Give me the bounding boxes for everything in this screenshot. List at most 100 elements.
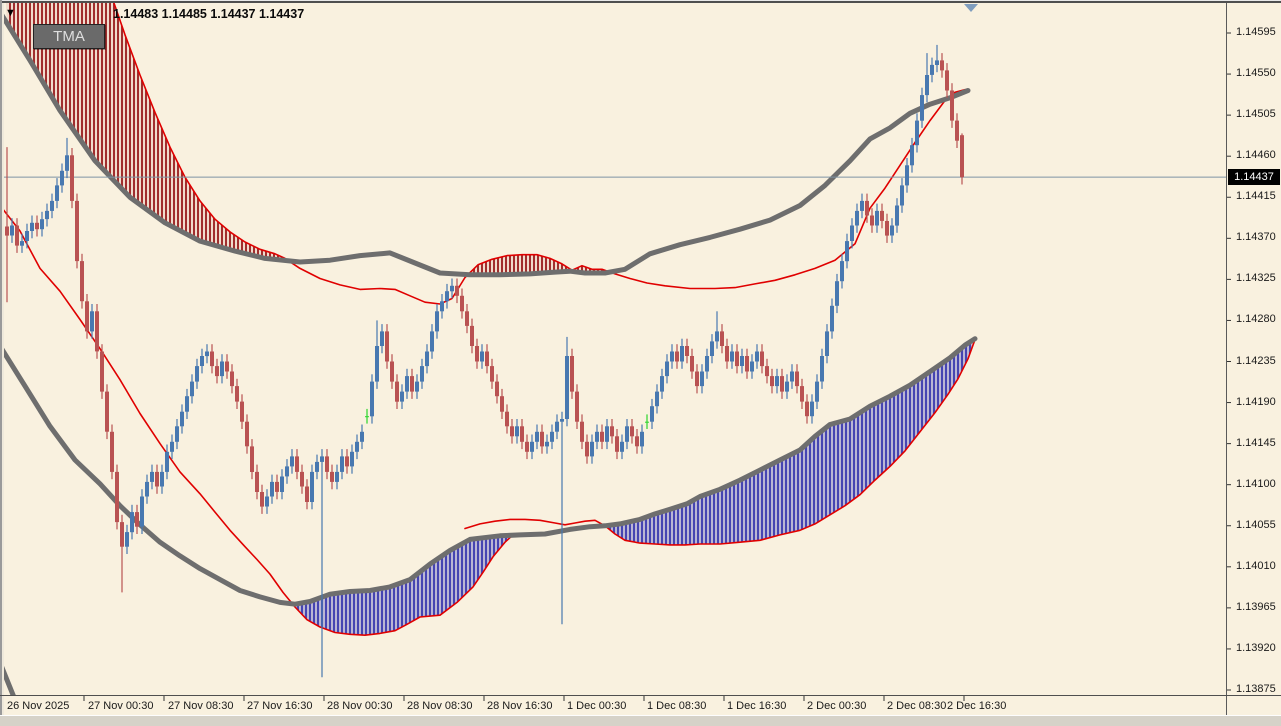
tma-indicator-button[interactable]: TMA — [33, 24, 105, 49]
candle-body — [15, 225, 19, 246]
candle-body — [430, 331, 434, 352]
candle-body — [210, 351, 214, 367]
candle-body — [600, 431, 604, 442]
candle-body — [205, 351, 209, 357]
price-axis-label: 1.14235 — [1236, 354, 1276, 367]
candle-body — [445, 291, 449, 302]
price-axis-separator — [1226, 3, 1227, 716]
candle-body — [470, 325, 474, 346]
candle-body — [780, 376, 784, 392]
candle-body — [650, 406, 654, 422]
candle-body — [290, 456, 294, 467]
candle-body — [755, 351, 759, 362]
chart-dropdown-icon[interactable]: ▼ — [5, 7, 16, 19]
candle-body — [800, 386, 804, 402]
candle-body — [765, 366, 769, 377]
candle-body — [60, 170, 64, 186]
candle-body — [485, 351, 489, 367]
price-axis-label: 1.14100 — [1236, 477, 1276, 490]
candle-body — [135, 512, 139, 527]
candle-body — [915, 120, 919, 146]
candle-body — [835, 281, 839, 306]
candle-body — [260, 492, 264, 507]
candle-body — [340, 456, 344, 472]
price-axis-panel[interactable] — [1227, 3, 1281, 695]
candle-body — [530, 441, 534, 452]
candle-body — [75, 200, 79, 262]
candle-body — [320, 456, 324, 462]
indicator-line-red_upper — [113, 3, 966, 305]
chart-shift-marker-icon[interactable] — [964, 4, 978, 12]
current-price-badge: 1.14437 — [1228, 169, 1280, 186]
candle-body — [250, 446, 254, 472]
candle-body — [945, 70, 949, 91]
candle-body — [890, 225, 894, 236]
candle-body — [745, 356, 749, 372]
candle-body — [65, 155, 69, 171]
time-axis-label: 27 Nov 00:30 — [88, 700, 154, 712]
candle-body — [680, 346, 684, 362]
candle-body — [400, 391, 404, 402]
candle-body — [150, 471, 154, 482]
price-axis-label: 1.14415 — [1236, 190, 1276, 203]
candle-body — [50, 200, 54, 211]
indicator-line-red_lower_a — [4, 209, 513, 637]
candle-body — [125, 532, 129, 547]
plot-bottom-border — [0, 695, 1281, 696]
candle-body — [605, 426, 609, 442]
candle-body — [505, 411, 509, 427]
candle-body — [195, 366, 199, 382]
price-axis-label: 1.14145 — [1236, 436, 1276, 449]
candle-body — [560, 419, 564, 422]
candle-body — [330, 471, 334, 482]
time-axis-label: 28 Nov 00:30 — [327, 700, 393, 712]
candle-body — [55, 185, 59, 201]
candle-body — [245, 421, 249, 447]
candle-body — [570, 356, 574, 392]
candle-body — [155, 471, 159, 487]
candle-body — [910, 145, 914, 166]
candle-body — [510, 426, 514, 437]
candle-body — [170, 441, 174, 452]
price-axis-label: 1.14460 — [1236, 149, 1276, 162]
time-axis-label: 28 Nov 16:30 — [487, 700, 553, 712]
candle-body — [620, 441, 624, 452]
candle-body — [325, 456, 329, 472]
candle-body — [450, 285, 454, 292]
candle-body — [70, 155, 74, 201]
candle-body — [105, 391, 109, 432]
time-axis-label: 27 Nov 16:30 — [247, 700, 313, 712]
candle-body — [735, 351, 739, 367]
candle-body — [815, 381, 819, 402]
candle-body — [545, 441, 549, 447]
candle-body — [495, 381, 499, 397]
candle-body — [165, 451, 169, 472]
candle-body — [420, 366, 424, 382]
candle-body — [315, 461, 319, 472]
price-axis-label: 1.14505 — [1236, 108, 1276, 121]
candle-body — [5, 226, 9, 236]
candle-body — [960, 135, 964, 178]
time-axis-panel[interactable] — [4, 696, 1281, 715]
candle-body — [590, 441, 594, 457]
candle-body — [30, 222, 34, 231]
candle-body — [175, 426, 179, 442]
time-axis-labels: 26 Nov 2025 27 Nov 00:30 27 Nov 08:30 27 No… — [0, 696, 1281, 715]
candle-body — [675, 351, 679, 362]
candle-body — [120, 522, 124, 547]
candle-body — [415, 381, 419, 392]
candle-body — [810, 401, 814, 417]
time-axis-label: 2 Dec 00:30 — [807, 700, 867, 712]
candle-body — [905, 165, 909, 186]
candle-body — [840, 261, 844, 282]
candle-body — [360, 431, 364, 442]
price-axis-label: 1.14550 — [1236, 67, 1276, 80]
candle-body — [365, 416, 369, 418]
candle-body — [440, 301, 444, 312]
candle-body — [685, 346, 689, 356]
band-hatch-red — [6, 3, 286, 261]
candle-body — [660, 376, 664, 392]
candle-body — [700, 371, 704, 387]
